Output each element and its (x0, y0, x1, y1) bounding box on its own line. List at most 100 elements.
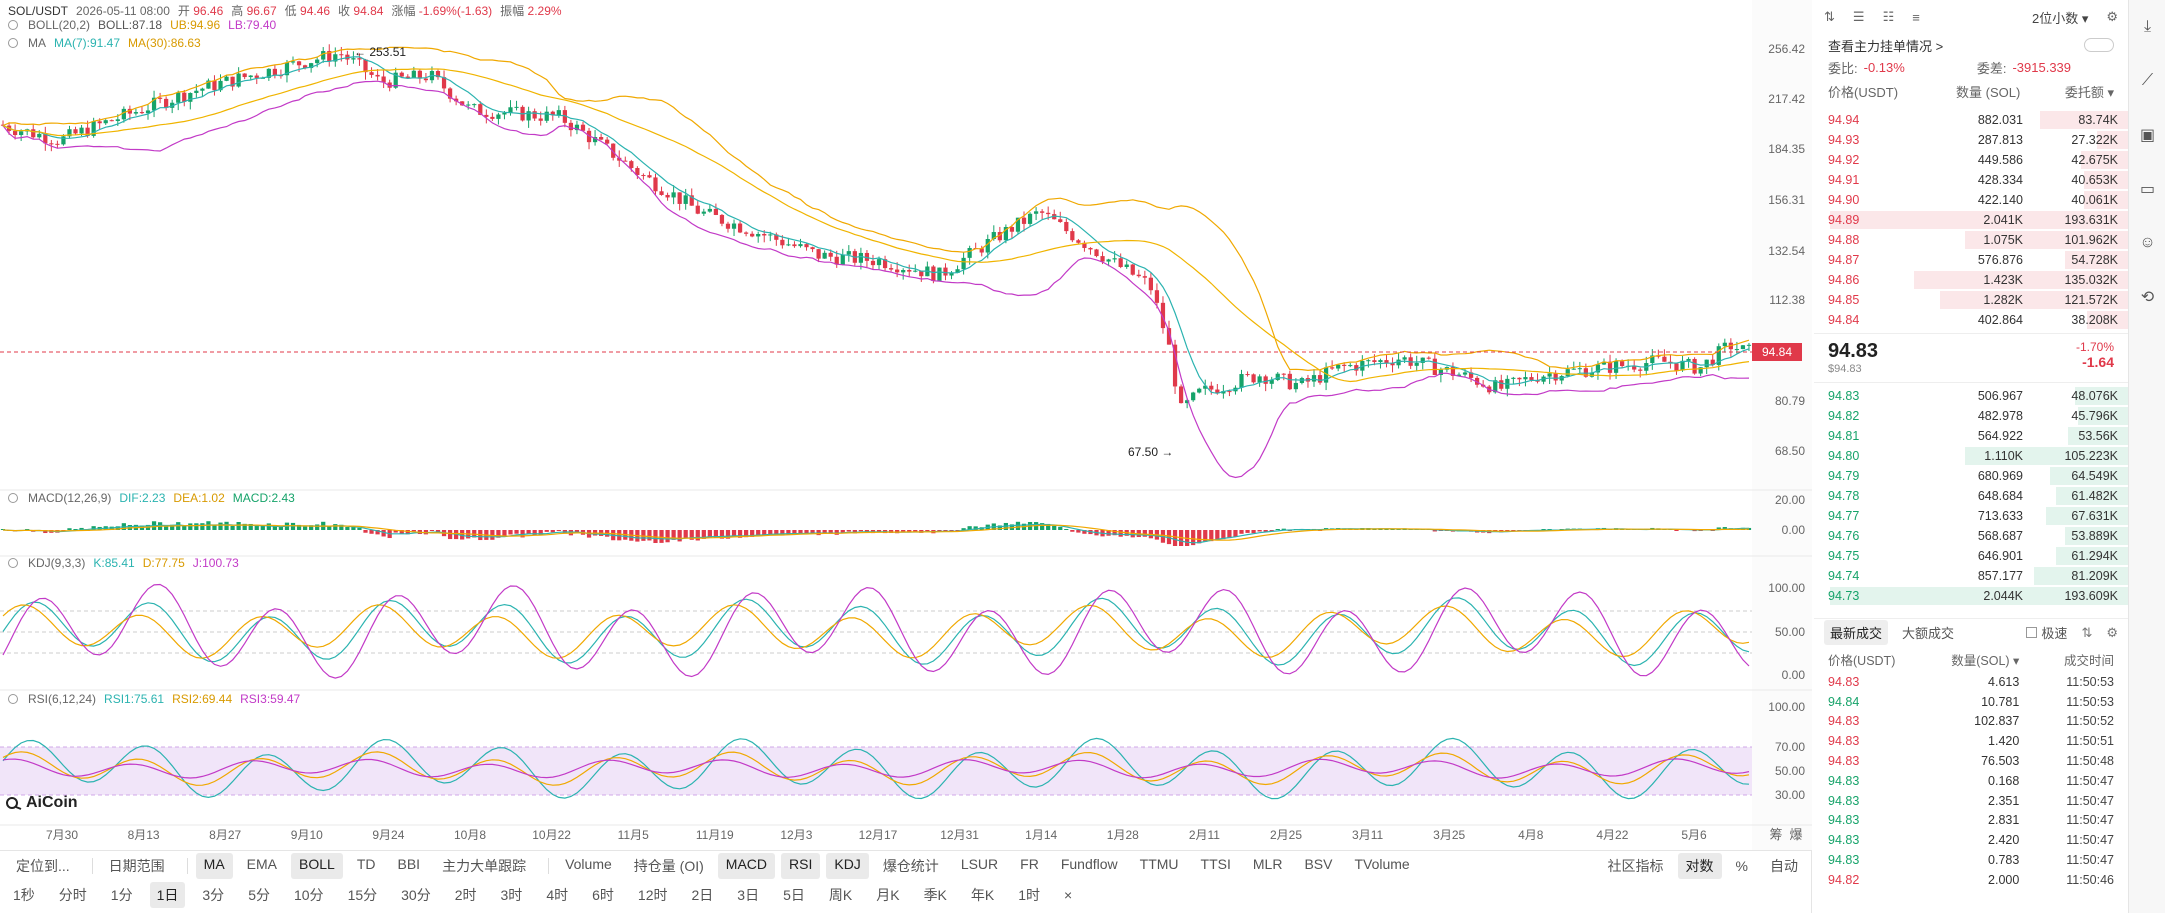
interval-7[interactable]: 15分 (347, 887, 378, 903)
swap-icon[interactable]: ⟲ (2140, 289, 2155, 306)
bid-row[interactable]: 94.79 680.969 64.549K (1814, 466, 2128, 486)
sub-indicator-4[interactable]: KDJ (826, 852, 869, 879)
sub-indicator-11[interactable]: MLR (1252, 855, 1283, 872)
bid-row[interactable]: 94.77 713.633 67.631K (1814, 506, 2128, 526)
wallet-icon[interactable]: ▭ (2139, 181, 2156, 198)
chart-area[interactable]: 256.42 217.42 184.35 156.31 132.54 112.38 80.7… (0, 0, 1812, 913)
interval-21[interactable]: 1时 (1018, 887, 1041, 903)
trade-qty-header[interactable]: 数量(SOL) ▾ (1951, 653, 2020, 668)
interval-1[interactable]: 分时 (58, 887, 87, 903)
eye-icon[interactable] (8, 493, 18, 503)
interval-14[interactable]: 2日 (691, 887, 714, 903)
ask-row[interactable]: 94.91 428.334 40.653K (1814, 170, 2128, 190)
layout-bids-icon[interactable]: ☰ (1852, 9, 1865, 24)
indicator-1[interactable]: EMA (246, 855, 278, 872)
chart-icon[interactable]: ▣ (2139, 127, 2156, 144)
log-scale-toggle[interactable]: 对数 (1677, 852, 1722, 879)
sub-indicator-8[interactable]: Fundflow (1060, 855, 1118, 872)
bid-row[interactable]: 94.78 648.684 61.482K (1814, 486, 2128, 506)
download-icon[interactable]: ⤓ (2143, 18, 2152, 35)
kdj-legend[interactable]: KDJ(9,3,3) K:85.41 D:77.75 J:100.73 (8, 556, 239, 570)
ask-row[interactable]: 94.88 1.075K 101.962K (1814, 230, 2128, 250)
indicator-4[interactable]: BBI (397, 855, 421, 872)
interval-2[interactable]: 1分 (110, 887, 133, 903)
main-orders-row[interactable]: 查看主力挂单情况 > (1814, 34, 2128, 56)
ask-row[interactable]: 94.94 882.031 83.74K (1814, 110, 2128, 130)
bid-row[interactable]: 94.82 482.978 45.796K (1814, 406, 2128, 426)
macd-legend[interactable]: MACD(12,26,9) DIF:2.23 DEA:1.02 MACD:2.4… (8, 491, 295, 505)
ask-row[interactable]: 94.87 576.876 54.728K (1814, 250, 2128, 270)
ask-row[interactable]: 94.90 422.140 40.061K (1814, 190, 2128, 210)
sub-indicator-5[interactable]: 爆仓统计 (882, 857, 939, 874)
indicator-3[interactable]: TD (356, 855, 376, 872)
bid-row[interactable]: 94.80 1.110K 105.223K (1814, 446, 2128, 466)
fast-mode-checkbox[interactable]: 极速 (2026, 623, 2067, 642)
bid-row[interactable]: 94.75 646.901 61.294K (1814, 546, 2128, 566)
bid-row[interactable]: 94.83 506.967 48.076K (1814, 386, 2128, 406)
percent-scale-toggle[interactable]: % (1735, 857, 1748, 874)
candlestick-chart[interactable]: 256.42 217.42 184.35 156.31 132.54 112.38 80.7… (0, 0, 1812, 850)
tab-latest-trades[interactable]: 最新成交 (1824, 620, 1889, 645)
interval-18[interactable]: 月K (876, 887, 900, 903)
main-orders-toggle[interactable] (2084, 38, 2114, 52)
decimals-select[interactable]: 2位小数 ▾ (2031, 10, 2089, 26)
interval-3[interactable]: 1日 (149, 882, 186, 908)
tab-large-trades[interactable]: 大额成交 (1902, 626, 1955, 641)
indicator-0[interactable]: MA (195, 852, 233, 879)
sub-indicator-0[interactable]: Volume (565, 855, 612, 872)
trades-settings-icon[interactable]: ⚙ (2106, 624, 2118, 640)
sub-indicator-13[interactable]: TVolume (1354, 855, 1410, 872)
interval-12[interactable]: 6时 (592, 887, 614, 903)
interval-15[interactable]: 3日 (737, 887, 760, 903)
interval-10[interactable]: 3时 (500, 887, 523, 903)
auto-scale-toggle[interactable]: 自动 (1770, 857, 1798, 874)
eye-icon[interactable] (8, 20, 18, 30)
bid-row[interactable]: 94.74 857.177 81.209K (1814, 566, 2128, 586)
sub-indicator-3[interactable]: RSI (781, 852, 821, 879)
layout-both-icon[interactable]: ⇅ (1824, 9, 1835, 24)
ask-row[interactable]: 94.93 287.813 27.322K (1814, 130, 2128, 150)
interval-20[interactable]: 年K (970, 887, 995, 903)
interval-11[interactable]: 4时 (546, 887, 569, 903)
sub-indicator-12[interactable]: BSV (1304, 855, 1333, 872)
boll-legend[interactable]: BOLL(20,2) BOLL:87.18 UB:94.96 LB:79.40 (8, 18, 276, 32)
interval-6[interactable]: 10分 (293, 887, 324, 903)
ask-row[interactable]: 94.89 2.041K 193.631K (1814, 210, 2128, 230)
eye-icon[interactable] (8, 694, 18, 704)
interval-17[interactable]: 周K (828, 887, 853, 903)
interval-5[interactable]: 5分 (248, 887, 270, 903)
date-range-button[interactable]: 日期范围 (108, 857, 165, 874)
eye-icon[interactable] (8, 38, 18, 48)
amount-column-header[interactable]: 委托额 ▾ (2064, 84, 2114, 100)
interval-9[interactable]: 2时 (454, 887, 477, 903)
trend-icon[interactable]: ⟋ (2141, 72, 2154, 89)
sub-indicator-9[interactable]: TTMU (1139, 855, 1179, 872)
layout-asks-icon[interactable]: ☷ (1882, 9, 1895, 24)
sub-indicator-2[interactable]: MACD (717, 852, 776, 879)
ask-row[interactable]: 94.86 1.423K 135.032K (1814, 270, 2128, 290)
filter-icon[interactable]: ⇅ (2081, 624, 2093, 640)
ma-legend[interactable]: MA MA(7):91.47 MA(30):86.63 (8, 36, 201, 50)
sub-indicator-6[interactable]: LSUR (960, 855, 999, 872)
rsi-legend[interactable]: RSI(6,12,24) RSI1:75.61 RSI2:69.44 RSI3:… (8, 692, 300, 706)
settings-icon[interactable]: ⚙ (2106, 9, 2118, 24)
main-orders-link[interactable]: 查看主力挂单情况 > (1828, 38, 1944, 54)
sub-indicator-1[interactable]: 持仓量 (OI) (633, 857, 704, 874)
interval-8[interactable]: 30分 (401, 887, 431, 903)
sub-indicator-10[interactable]: TTSI (1200, 855, 1231, 872)
bid-row[interactable]: 94.81 564.922 53.56K (1814, 426, 2128, 446)
indicator-5[interactable]: 主力大单跟踪 (442, 857, 527, 874)
sub-indicator-7[interactable]: FR (1020, 855, 1039, 872)
interval-22[interactable]: × (1064, 887, 1073, 903)
ask-row[interactable]: 94.84 402.864 38.208K (1814, 310, 2128, 330)
robot-icon[interactable]: ☺ (2139, 234, 2156, 251)
indicator-2[interactable]: BOLL (291, 852, 343, 879)
layout-list-icon[interactable]: ≡ (1912, 9, 1920, 25)
bid-row[interactable]: 94.76 568.687 53.889K (1814, 526, 2128, 546)
ask-row[interactable]: 94.92 449.586 42.675K (1814, 150, 2128, 170)
interval-0[interactable]: 1秒 (13, 887, 35, 903)
interval-13[interactable]: 12时 (637, 887, 668, 903)
eye-icon[interactable] (8, 558, 18, 568)
ask-row[interactable]: 94.85 1.282K 121.572K (1814, 290, 2128, 310)
locate-button[interactable]: 定位到... (16, 857, 70, 874)
